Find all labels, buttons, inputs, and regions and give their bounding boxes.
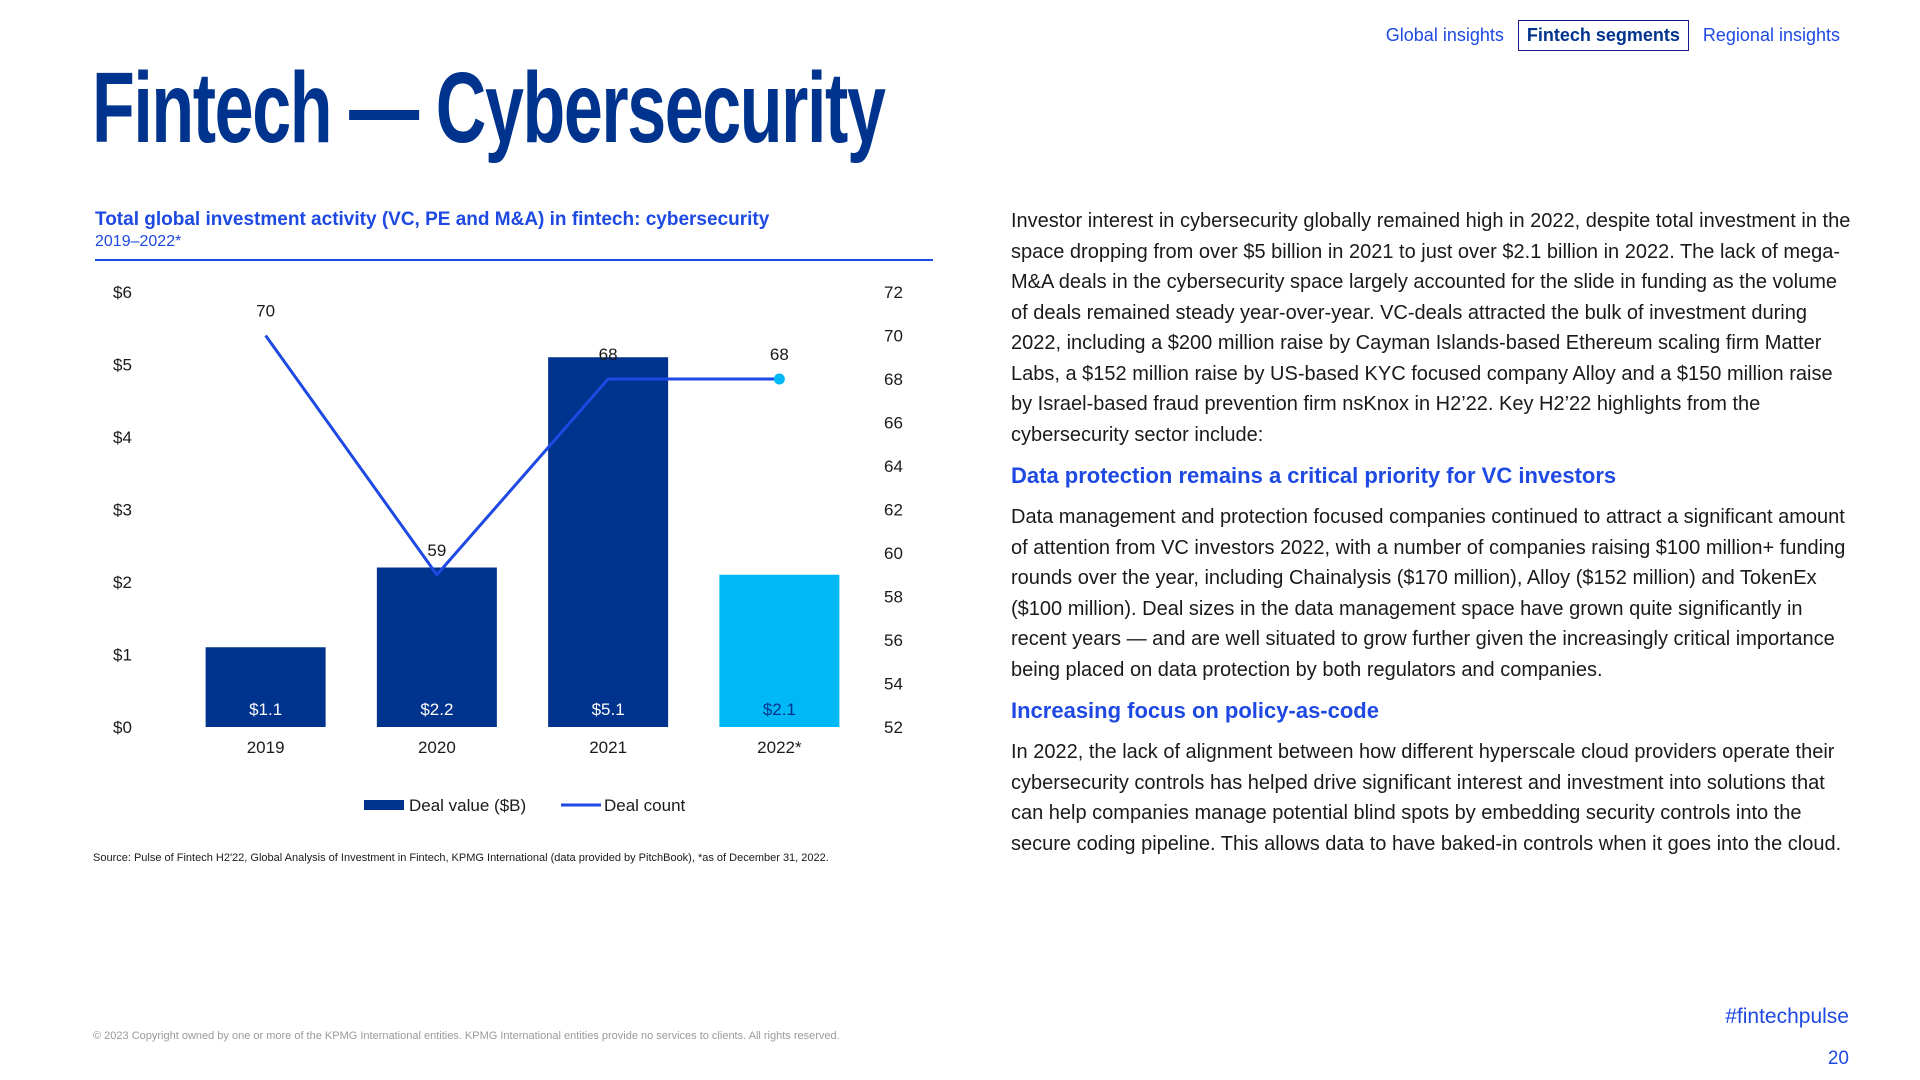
y-right-tick-label: 60 <box>884 544 903 563</box>
chart-divider <box>95 259 933 261</box>
line-data-label: 70 <box>256 302 275 321</box>
legend-label-deal-count: Deal count <box>604 796 686 815</box>
source-note: Source: Pulse of Fintech H2'22, Global A… <box>93 852 829 864</box>
line-data-label: 68 <box>599 345 618 364</box>
y-right-tick-label: 56 <box>884 631 903 650</box>
y-right-tick-label: 58 <box>884 588 903 607</box>
bar-data-label: $1.1 <box>249 700 282 719</box>
line-end-marker <box>773 373 785 385</box>
bar-data-label: $5.1 <box>592 700 625 719</box>
y-right-tick-label: 54 <box>884 675 903 694</box>
section2-heading: Increasing focus on policy-as-code <box>1011 698 1379 723</box>
y-right-tick-label: 66 <box>884 414 903 433</box>
bar-deal-value <box>719 574 840 727</box>
y-left-tick-label: $1 <box>113 646 132 665</box>
y-right-tick-label: 70 <box>884 327 903 346</box>
y-right-tick-label: 64 <box>884 457 903 476</box>
x-tick-label: 2019 <box>247 738 285 757</box>
section-nav: Global insights Fintech segments Regiona… <box>1378 20 1848 51</box>
nav-fintech-segments[interactable]: Fintech segments <box>1517 20 1689 51</box>
bar-data-label: $2.2 <box>420 700 453 719</box>
line-data-label: 68 <box>770 345 789 364</box>
section2-paragraph: In 2022, the lack of alignment between h… <box>1011 741 1842 855</box>
bar-data-label: $2.1 <box>763 700 796 719</box>
line-deal-count <box>264 334 780 577</box>
y-left-tick-label: $0 <box>113 718 132 737</box>
y-right-tick-label: 52 <box>884 718 903 737</box>
x-tick-label: 2020 <box>418 738 456 757</box>
nav-regional-insights[interactable]: Regional insights <box>1702 25 1840 45</box>
y-right-tick-label: 68 <box>884 370 903 389</box>
page-number: 20 <box>1827 1048 1849 1069</box>
bar-deal-value <box>548 357 669 727</box>
chart-subheading: 2019–2022* <box>95 233 182 250</box>
page-title: Fintech — Cybersecurity <box>92 52 886 164</box>
investment-chart: $0 $1 $2 $3 $4 $5 $6 52 54 56 58 60 62 64 66 68 70 72 $1.1… <box>113 283 903 815</box>
x-tick-label: 2022* <box>757 738 802 757</box>
y-left-tick-label: $5 <box>113 356 132 375</box>
body-text: Investor interest in cybersecurity globa… <box>1011 206 1851 869</box>
copyright-notice: © 2023 Copyright owned by one or more of… <box>93 1030 840 1042</box>
hashtag-link[interactable]: #fintechpulse <box>1725 1005 1849 1028</box>
legend-swatch-deal-value <box>364 800 404 810</box>
y-right-tick-label: 72 <box>884 283 903 302</box>
y-right-tick-label: 62 <box>884 501 903 520</box>
bar-deal-value <box>376 567 497 727</box>
y-left-tick-label: $3 <box>113 501 132 520</box>
legend-label-deal-value: Deal value ($B) <box>409 796 526 815</box>
nav-global-insights[interactable]: Global insights <box>1385 25 1504 45</box>
y-left-tick-label: $6 <box>113 283 132 302</box>
section1-paragraph: Data management and protection focused c… <box>1011 506 1846 681</box>
intro-paragraph: Investor interest in cybersecurity globa… <box>1011 210 1851 446</box>
chart-heading: Total global investment activity (VC, PE… <box>95 209 770 230</box>
line-data-label: 59 <box>427 541 446 560</box>
section1-heading: Data protection remains a critical prior… <box>1011 463 1617 488</box>
bar-deal-value <box>205 647 326 727</box>
y-left-tick-label: $2 <box>113 573 132 592</box>
y-left-tick-label: $4 <box>113 428 132 447</box>
x-tick-label: 2021 <box>589 738 627 757</box>
